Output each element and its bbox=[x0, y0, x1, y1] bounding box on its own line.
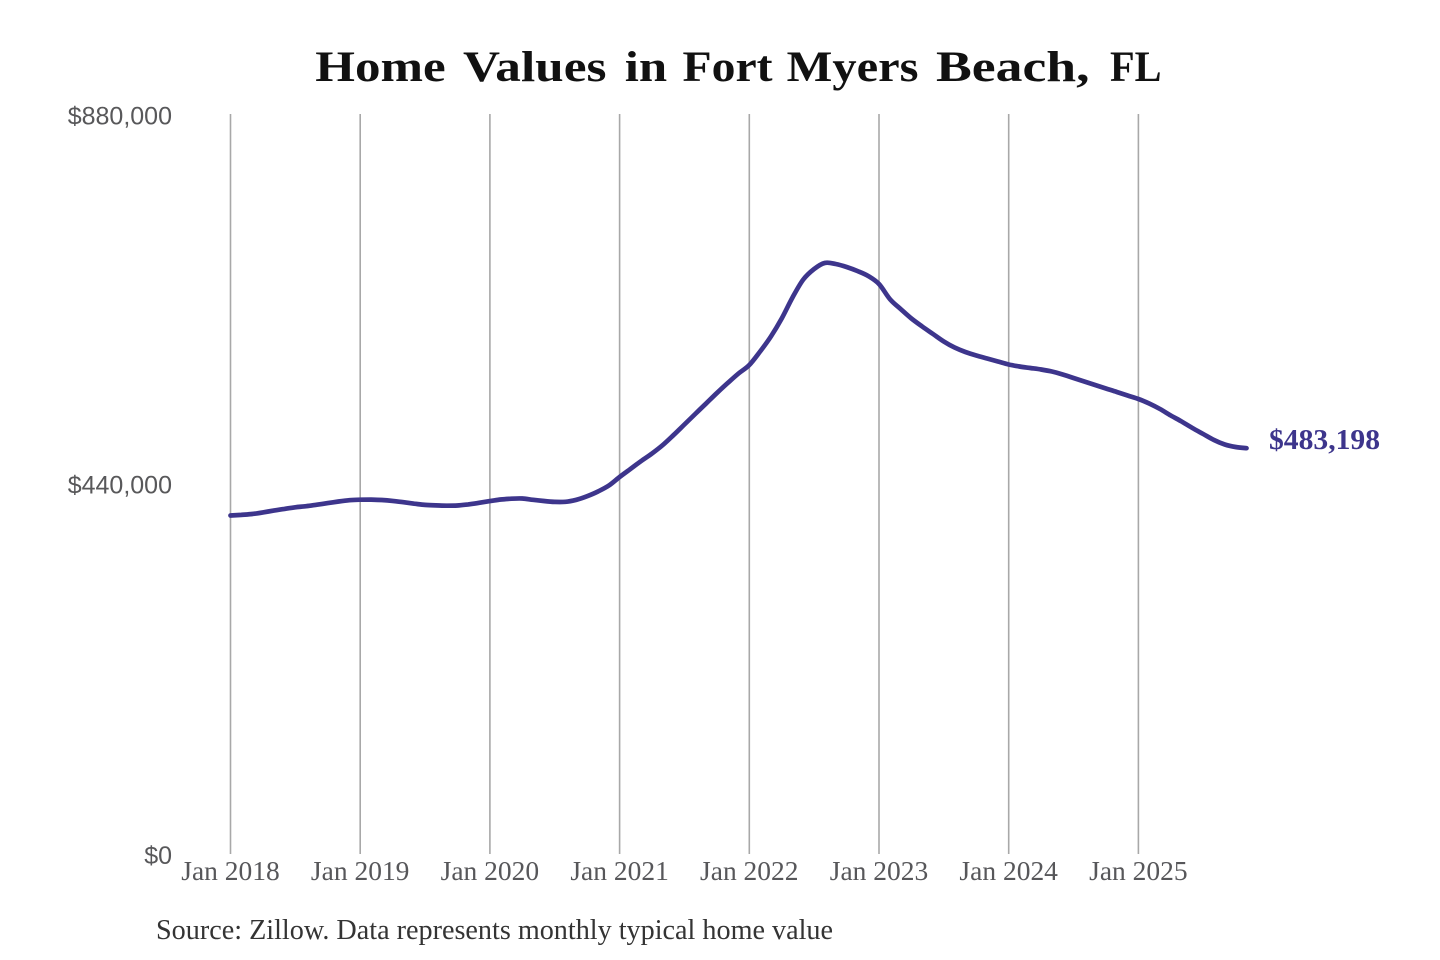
svg-text:$0: $0 bbox=[144, 842, 172, 870]
svg-text:Fort: Fort bbox=[683, 44, 774, 91]
svg-text:$880,000: $880,000 bbox=[68, 103, 172, 131]
svg-text:Source: Zillow. Data represent: Source: Zillow. Data represents monthly … bbox=[156, 915, 833, 946]
svg-text:Jan 2020: Jan 2020 bbox=[441, 856, 540, 886]
svg-text:in: in bbox=[625, 44, 667, 91]
svg-text:Myers: Myers bbox=[787, 44, 919, 91]
svg-text:Home: Home bbox=[315, 44, 445, 91]
svg-text:Beach,: Beach, bbox=[936, 44, 1090, 91]
svg-text:Jan 2021: Jan 2021 bbox=[570, 856, 669, 886]
svg-text:Jan 2019: Jan 2019 bbox=[311, 856, 410, 886]
svg-text:Jan 2025: Jan 2025 bbox=[1089, 856, 1188, 886]
svg-text:Values: Values bbox=[463, 44, 606, 91]
svg-text:Jan 2024: Jan 2024 bbox=[959, 856, 1058, 886]
svg-text:Jan 2023: Jan 2023 bbox=[830, 856, 929, 886]
svg-text:Jan 2022: Jan 2022 bbox=[700, 856, 799, 886]
svg-text:$440,000: $440,000 bbox=[68, 472, 172, 500]
svg-text:$483,198: $483,198 bbox=[1269, 425, 1380, 456]
svg-text:FL: FL bbox=[1110, 44, 1162, 91]
svg-text:Jan 2018: Jan 2018 bbox=[181, 856, 280, 886]
